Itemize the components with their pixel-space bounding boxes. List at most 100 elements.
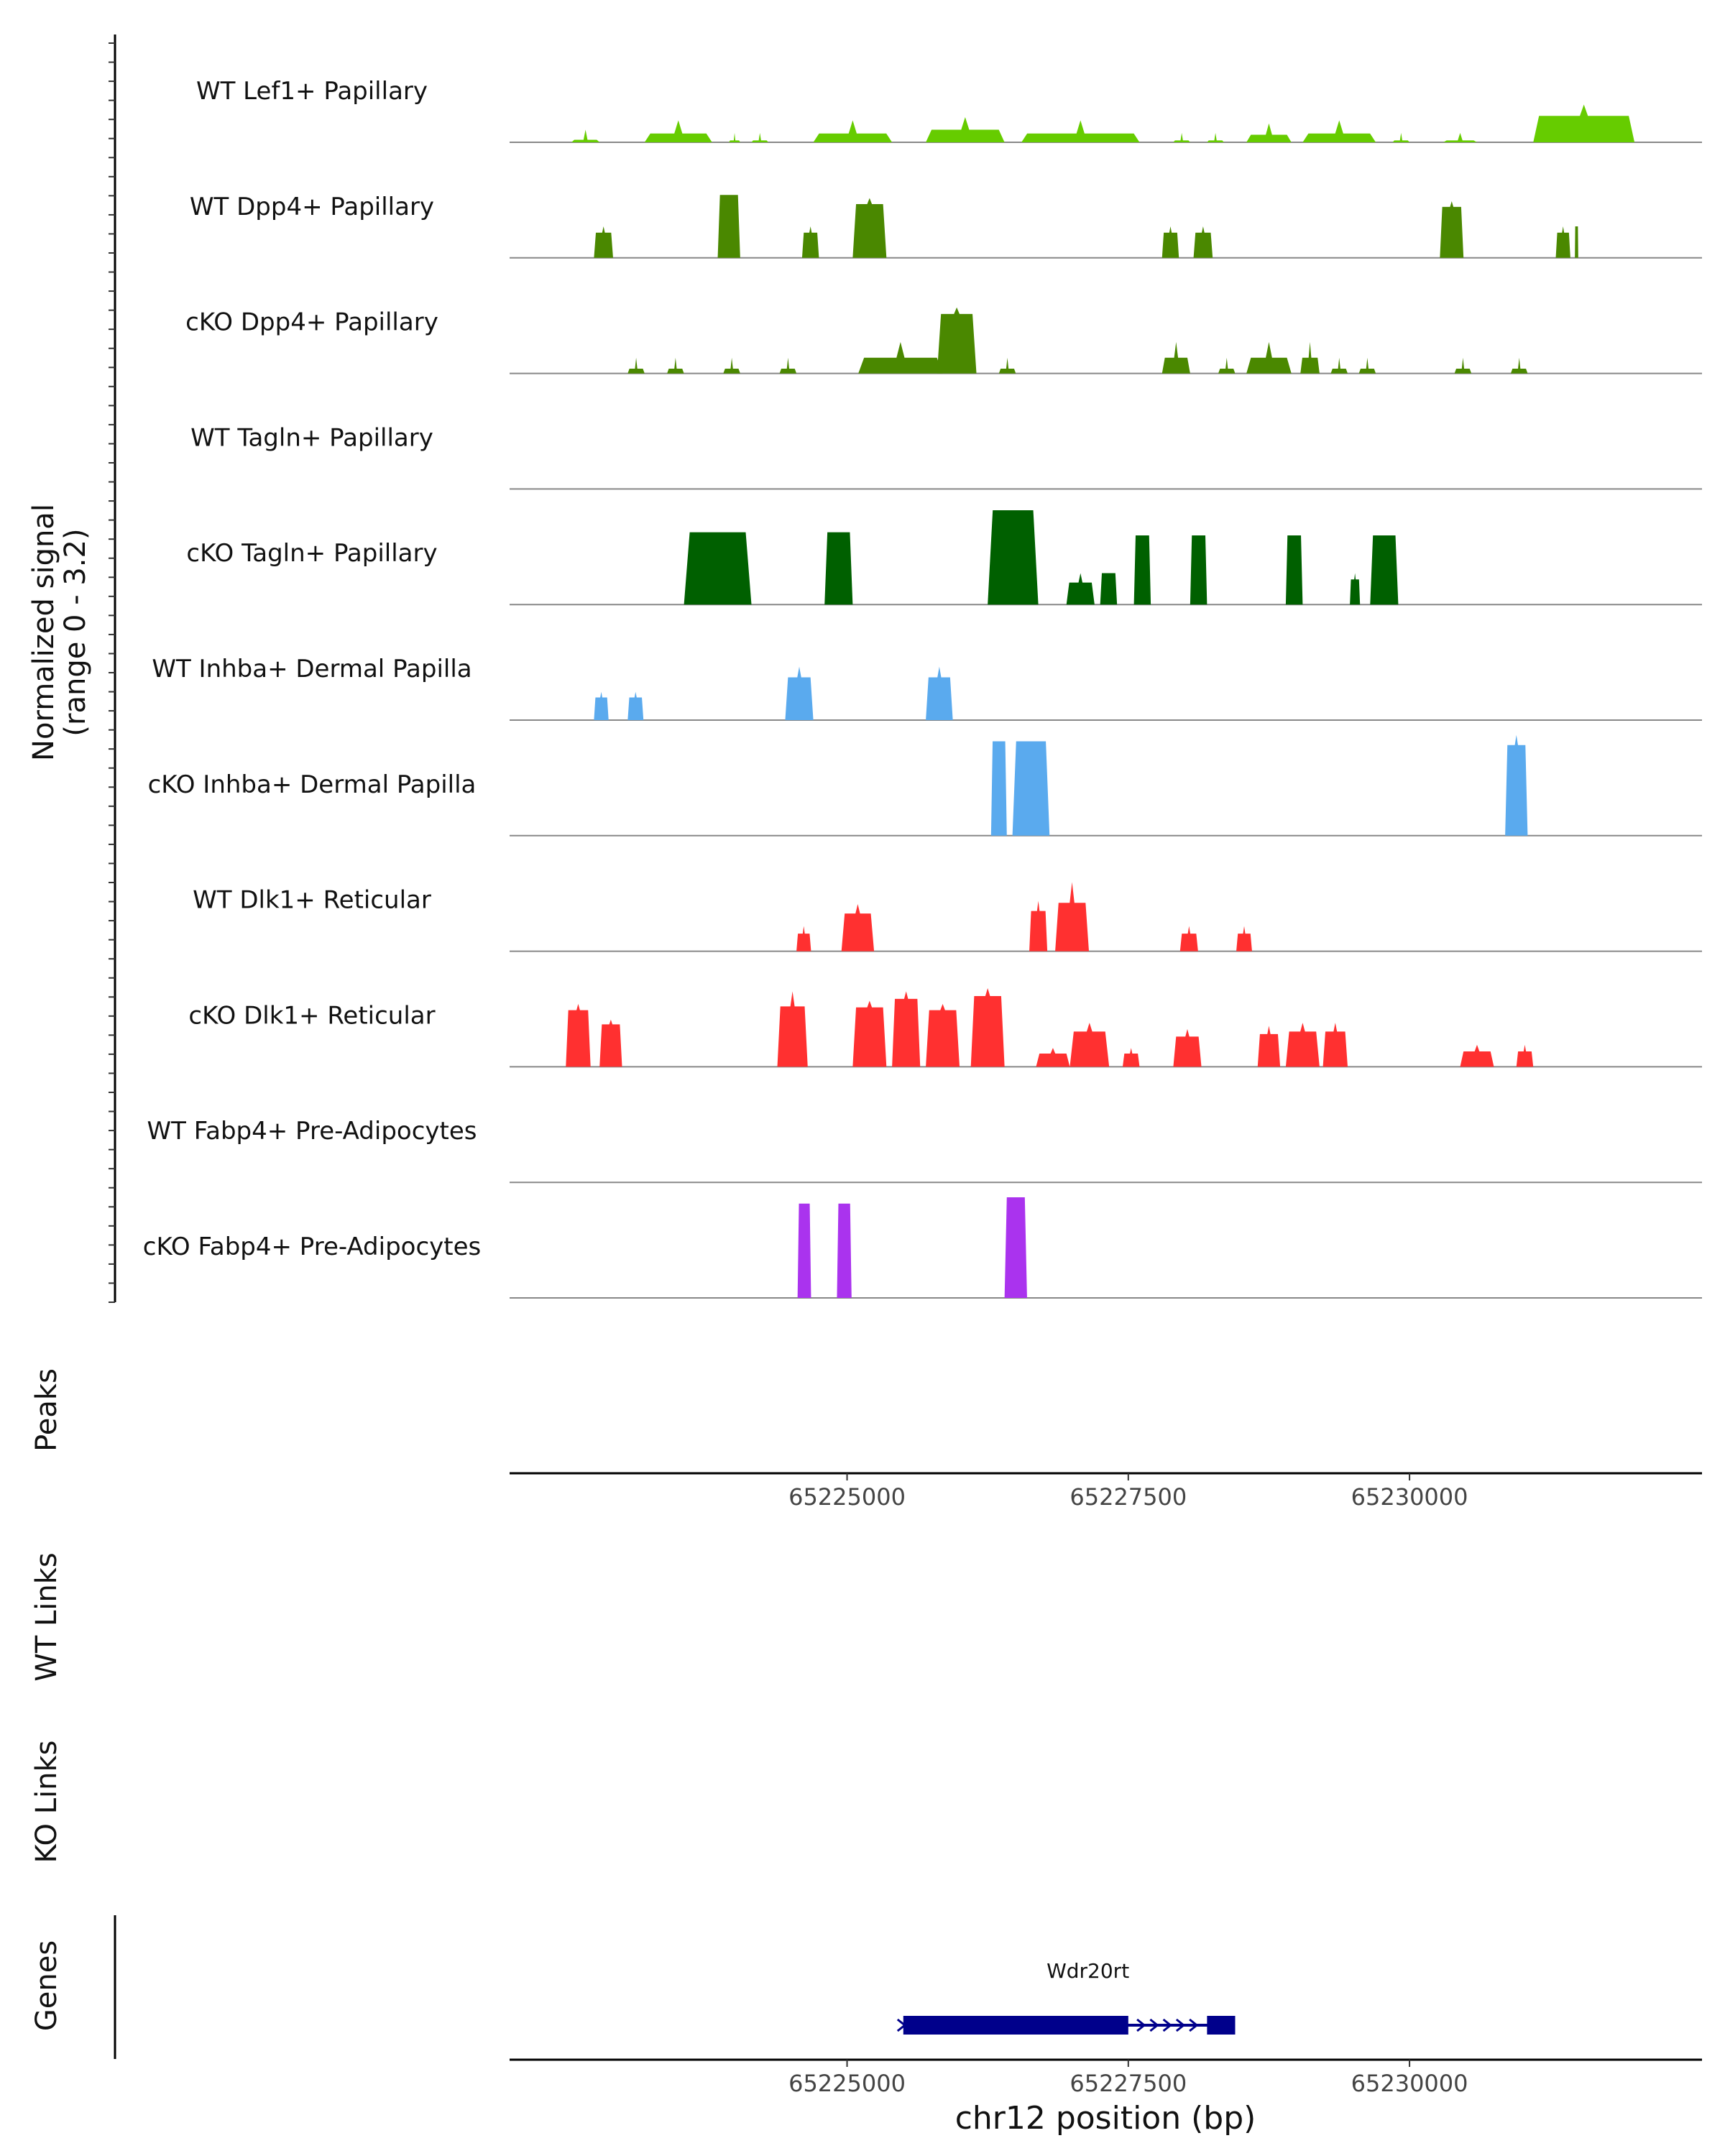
track-label: WT Dpp4+ Papillary	[190, 193, 434, 221]
coverage-peak	[998, 357, 1016, 374]
track-wt-inhba-dermal-papilla: WT Inhba+ Dermal Papilla	[152, 655, 1702, 721]
peaks-x-tick-label: 65230000	[1351, 1483, 1468, 1511]
y-axis-title-line2: (range 0 - 3.2)	[59, 528, 92, 736]
gene-strand-arrow	[1149, 2018, 1159, 2032]
track-wt-dlk1-reticular: WT Dlk1+ Reticular	[193, 882, 1702, 952]
coverage-peak	[779, 357, 797, 374]
gene-exon	[903, 2016, 1128, 2035]
coverage-peak	[1162, 226, 1179, 258]
gene-strand-arrow	[1162, 2018, 1172, 2032]
coverage-peak	[1133, 535, 1151, 605]
genes-x-tick-label: 65227500	[1070, 2070, 1187, 2097]
x-axis-title: chr12 position (bp)	[955, 2100, 1256, 2137]
coverage-peak	[1246, 341, 1292, 374]
coverage-peak	[571, 129, 600, 142]
coverage-peak	[1575, 226, 1578, 258]
coverage-peak	[801, 226, 819, 258]
peaks-x-tick-label: 65227500	[1070, 1483, 1187, 1511]
coverage-peak	[1350, 573, 1361, 605]
coverage-peak	[990, 741, 1007, 836]
coverage-peak	[1533, 104, 1635, 142]
coverage-peak	[1285, 1023, 1320, 1067]
coverage-peak	[1330, 357, 1348, 374]
coverage-peak	[1443, 132, 1477, 142]
coverage-peak	[796, 926, 811, 952]
track-label: cKO Fabp4+ Pre-Adipocytes	[143, 1233, 482, 1261]
coverage-peak	[627, 357, 645, 374]
coverage-peak	[684, 532, 752, 605]
coverage-peak	[1173, 1028, 1202, 1067]
coverage-peak	[1236, 926, 1252, 952]
genes-x-tick-label: 65225000	[788, 2070, 906, 2097]
coverage-peak	[1358, 357, 1376, 374]
coverage-peak	[797, 1203, 811, 1298]
peaks-x-tick-label: 65225000	[788, 1483, 906, 1511]
coverage-peak	[1257, 1026, 1281, 1067]
track-label: cKO Inhba+ Dermal Papilla	[148, 770, 477, 799]
coverage-peak	[723, 357, 740, 374]
coverage-peak	[988, 510, 1039, 605]
coverage-peak	[892, 991, 921, 1067]
coverage-peak	[1510, 357, 1528, 374]
coverage-peak	[566, 1003, 591, 1067]
genes-panel-title: Genes	[30, 1940, 63, 2031]
gene-strand-arrow	[1136, 2018, 1146, 2032]
coverage-peak	[717, 195, 740, 258]
coverage-peak	[751, 132, 768, 142]
coverage-peak	[1300, 341, 1320, 374]
coverage-peak	[813, 120, 893, 142]
gene-model: Wdr20rt	[896, 1959, 1236, 2035]
coverage-peak	[1012, 741, 1050, 836]
coverage-peak	[594, 691, 609, 720]
coverage-peak	[1070, 1023, 1110, 1067]
coverage-peak	[1021, 120, 1140, 142]
coverage-tracks: WT Lef1+ Papillary WT Dpp4+ Papillary cKO …	[143, 77, 1702, 1299]
coverage-peak	[1173, 132, 1190, 142]
coverage-peak	[1505, 734, 1528, 836]
peaks-panel-title: Peaks	[30, 1368, 63, 1452]
coverage-peak	[1322, 1023, 1348, 1067]
coverage-peak	[858, 341, 943, 374]
coverage-peak	[729, 132, 740, 142]
coverage-peak	[1460, 1044, 1494, 1067]
coverage-peak	[667, 357, 684, 374]
gene-name-label: Wdr20rt	[1046, 1959, 1129, 1983]
track-cko-dlk1-reticular: cKO Dlk1+ Reticular	[188, 988, 1702, 1068]
coverage-peak	[1100, 573, 1118, 605]
coverage-peak	[627, 691, 644, 720]
coverage-peak	[1285, 535, 1303, 605]
coverage-peak	[1454, 357, 1472, 374]
track-wt-lef1-papillary: WT Lef1+ Papillary	[196, 77, 1702, 143]
track-wt-fabp4-pre-adipocytes: WT Fabp4+ Pre-Adipocytes	[147, 1117, 1702, 1184]
coverage-peak	[594, 226, 613, 258]
track-label: cKO Tagln+ Papillary	[186, 539, 437, 568]
coverage-peak	[785, 666, 814, 720]
track-cko-inhba-dermal-papilla: cKO Inhba+ Dermal Papilla	[148, 734, 1702, 837]
gene-strand-arrow	[1175, 2018, 1186, 2032]
coverage-peak	[926, 666, 953, 720]
genes-x-axis-ticks: 65225000 65227500 65230000	[788, 2060, 1468, 2097]
gene-strand-arrow	[896, 2018, 907, 2032]
coverage-peak	[1392, 132, 1410, 142]
track-wt-tagln-papillary: WT Tagln+ Papillary	[190, 423, 1702, 490]
track-label: cKO Dpp4+ Papillary	[185, 308, 438, 337]
y-axis-title-line1: Normalized signal	[27, 504, 60, 761]
ko-links-panel-title: KO Links	[30, 1741, 63, 1864]
coverage-peak	[1066, 573, 1095, 605]
coverage-peak	[1516, 1044, 1534, 1067]
track-label: WT Dlk1+ Reticular	[193, 886, 431, 915]
coverage-peak	[1246, 123, 1292, 142]
gene-exon	[1207, 2016, 1236, 2035]
coverage-peak	[926, 117, 1005, 142]
track-wt-dpp4-papillary: WT Dpp4+ Papillary	[190, 193, 1702, 259]
track-label: WT Inhba+ Dermal Papilla	[152, 655, 472, 683]
track-label: WT Tagln+ Papillary	[190, 423, 433, 452]
coverage-peak	[1036, 1048, 1070, 1067]
coverage-peak	[1302, 120, 1376, 142]
coverage-peak	[1370, 535, 1399, 605]
coverage-peak	[824, 532, 853, 605]
coverage-peak	[841, 903, 875, 952]
coverage-peak	[1555, 226, 1570, 258]
coverage-peak	[1190, 535, 1208, 605]
